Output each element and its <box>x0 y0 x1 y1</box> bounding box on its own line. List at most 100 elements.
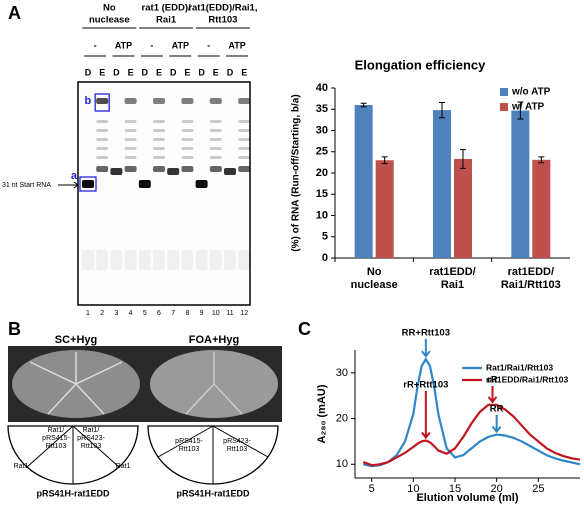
error-bar <box>460 149 466 169</box>
arrow <box>58 181 79 189</box>
sector-label: pRS415- <box>42 435 70 442</box>
lane-type: E <box>99 67 105 77</box>
gel-band <box>96 98 109 104</box>
condition-label: - <box>94 40 97 50</box>
error-bar <box>517 101 524 120</box>
error-bar <box>439 101 445 119</box>
legend-label: rat1EDD/Rai1/Rtt103 <box>486 374 568 384</box>
gel-band <box>96 156 109 159</box>
series-line <box>363 357 581 468</box>
start-label: 31 nt Start RNA <box>2 182 51 189</box>
panel-letter: C <box>298 319 311 339</box>
group-label: Rtt103 <box>208 15 237 26</box>
legend-label: Rat1/Rai1/Rtt103 <box>486 362 553 372</box>
sector-label: Rtt103 <box>81 443 102 450</box>
lane-type: E <box>156 67 162 77</box>
y-tick-label: 5 <box>322 231 328 243</box>
legend-swatch <box>500 88 508 96</box>
sector-label: Rat1/ <box>48 427 65 434</box>
lane-type: E <box>241 67 247 77</box>
condition-label: - <box>207 40 210 50</box>
lane-number: 5 <box>143 310 147 317</box>
gel-band <box>96 147 109 150</box>
gel-band <box>181 156 194 159</box>
annotation: rR+Rtt103 <box>403 380 448 391</box>
annotation: RR+Rtt103 <box>402 328 450 339</box>
lane-number: 1 <box>86 310 90 317</box>
error-bar <box>381 156 388 165</box>
gel-band <box>124 138 137 141</box>
condition-label: ATP <box>172 40 189 50</box>
gel-band <box>181 166 194 172</box>
lane-number: 7 <box>171 310 175 317</box>
gel-band <box>181 147 194 150</box>
group-label: rat1 (EDD)/ <box>142 3 191 14</box>
lane-number: 10 <box>212 310 220 317</box>
gel-band <box>96 166 109 172</box>
y-axis-label: A₂₈₀ (mAU) <box>316 384 328 443</box>
y-tick-label: 10 <box>336 458 348 470</box>
bar <box>511 110 530 259</box>
gel-band <box>181 138 194 141</box>
x-tick-label: Rai1/Rtt103 <box>501 279 561 291</box>
gel-band <box>124 156 137 159</box>
gel-band <box>153 129 165 132</box>
gel-band <box>238 120 251 123</box>
gel-band <box>209 156 222 159</box>
bar <box>433 110 451 258</box>
lane-number: 2 <box>100 310 104 317</box>
legend-swatch <box>500 103 508 111</box>
gel-band <box>110 168 123 175</box>
gel-band <box>209 120 222 123</box>
lane-number: 6 <box>157 310 161 317</box>
group-label: rat1(EDD)/Rai1, <box>188 3 257 14</box>
x-tick-label: 20 <box>491 483 503 495</box>
gel-band <box>153 250 165 270</box>
series-line <box>362 403 581 467</box>
gel-band <box>153 147 165 150</box>
gel-band <box>167 168 180 175</box>
gel-band <box>181 129 194 132</box>
medium-label: FOA+Hyg <box>189 334 239 346</box>
gel-band <box>96 250 109 270</box>
panel-letter: B <box>8 319 21 339</box>
lane-type: E <box>128 67 134 77</box>
x-tick-label: 15 <box>449 483 461 495</box>
gel-band <box>181 250 194 270</box>
lane-number: 12 <box>240 310 248 317</box>
plate-streaks <box>29 352 123 415</box>
gel-band <box>153 156 165 159</box>
gel-band <box>238 98 251 104</box>
sector-label: pRS423- <box>77 435 105 442</box>
lane-type: D <box>142 67 149 77</box>
gel-band <box>167 250 180 270</box>
gel-band <box>238 129 251 132</box>
annotation-arrow <box>421 339 431 358</box>
gel-band <box>96 129 109 132</box>
gel-band <box>209 129 222 132</box>
gel-band <box>82 180 94 188</box>
gel-band <box>138 250 151 270</box>
sector-label: Rtt103 <box>227 446 248 453</box>
lane-type: D <box>227 67 234 77</box>
lane-type: D <box>198 67 205 77</box>
gel-band <box>138 180 151 188</box>
sector-label: pRS423- <box>223 438 251 445</box>
bar <box>375 160 394 258</box>
panel-letter: A <box>8 3 21 23</box>
gel-band <box>153 166 165 172</box>
gel-band <box>124 147 137 150</box>
bar <box>532 159 551 258</box>
gel-band <box>82 250 94 270</box>
gel-band <box>124 98 137 104</box>
y-tick-label: 30 <box>336 367 348 379</box>
gel-band <box>124 166 137 172</box>
legend-label: w/o ATP <box>511 87 551 98</box>
gel-band <box>224 250 236 270</box>
medium-label: SC+Hyg <box>55 334 98 346</box>
strain-label: pRS41H-rat1EDD <box>176 488 250 498</box>
x-tick-label: 5 <box>369 483 375 495</box>
condition-label: - <box>150 40 153 50</box>
y-tick-label: 20 <box>316 167 328 179</box>
